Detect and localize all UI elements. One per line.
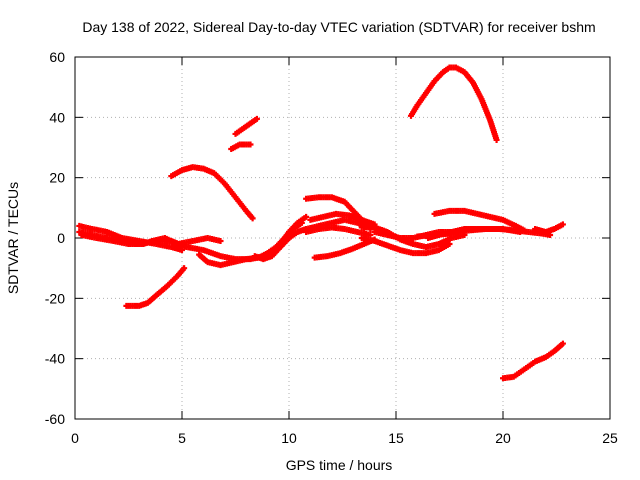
data-point xyxy=(249,215,256,222)
series-track-6 xyxy=(228,141,254,153)
y-axis-label: SDTVAR / TECUs xyxy=(5,182,21,294)
data-point xyxy=(303,213,310,220)
series-track-4 xyxy=(123,265,188,309)
series-track-23 xyxy=(532,221,566,235)
series-track-21 xyxy=(407,64,500,143)
series-track-3 xyxy=(78,231,224,248)
y-tick-label: 40 xyxy=(49,109,65,125)
data-point xyxy=(521,227,528,234)
x-tick-label: 25 xyxy=(602,430,618,446)
chart-title: Day 138 of 2022, Sidereal Day-to-day VTE… xyxy=(82,19,595,35)
data-point xyxy=(217,238,224,245)
x-tick-label: 0 xyxy=(71,430,79,446)
series-track-16 xyxy=(358,235,453,257)
data-point xyxy=(493,136,500,143)
data-point xyxy=(559,221,566,228)
x-axis-label: GPS time / hours xyxy=(286,457,393,473)
y-tick-label: 0 xyxy=(57,230,65,246)
y-tick-label: -60 xyxy=(45,411,65,427)
plot-frame xyxy=(74,56,611,420)
x-tick-label: 20 xyxy=(495,430,511,446)
data-point xyxy=(181,265,188,272)
series-track-20 xyxy=(431,207,528,234)
series-track-7 xyxy=(232,115,260,137)
x-tick-label: 5 xyxy=(178,430,186,446)
series-track-10 xyxy=(264,213,310,257)
y-tick-label: 60 xyxy=(49,49,65,65)
y-tick-label: -20 xyxy=(45,290,65,306)
data-point xyxy=(446,241,453,248)
data-point xyxy=(367,231,374,238)
x-tick-label: 10 xyxy=(281,430,297,446)
y-tick-label: 20 xyxy=(49,170,65,186)
y-tick-label: -40 xyxy=(45,351,65,367)
data-point xyxy=(253,115,260,122)
data-marks xyxy=(76,64,566,382)
x-tick-label: 15 xyxy=(388,430,404,446)
data-point xyxy=(247,141,254,148)
series-track-14 xyxy=(303,224,374,238)
series-track-19 xyxy=(414,225,524,240)
series-track-5 xyxy=(168,164,256,222)
data-point xyxy=(559,340,566,347)
series-track-22 xyxy=(500,340,566,382)
